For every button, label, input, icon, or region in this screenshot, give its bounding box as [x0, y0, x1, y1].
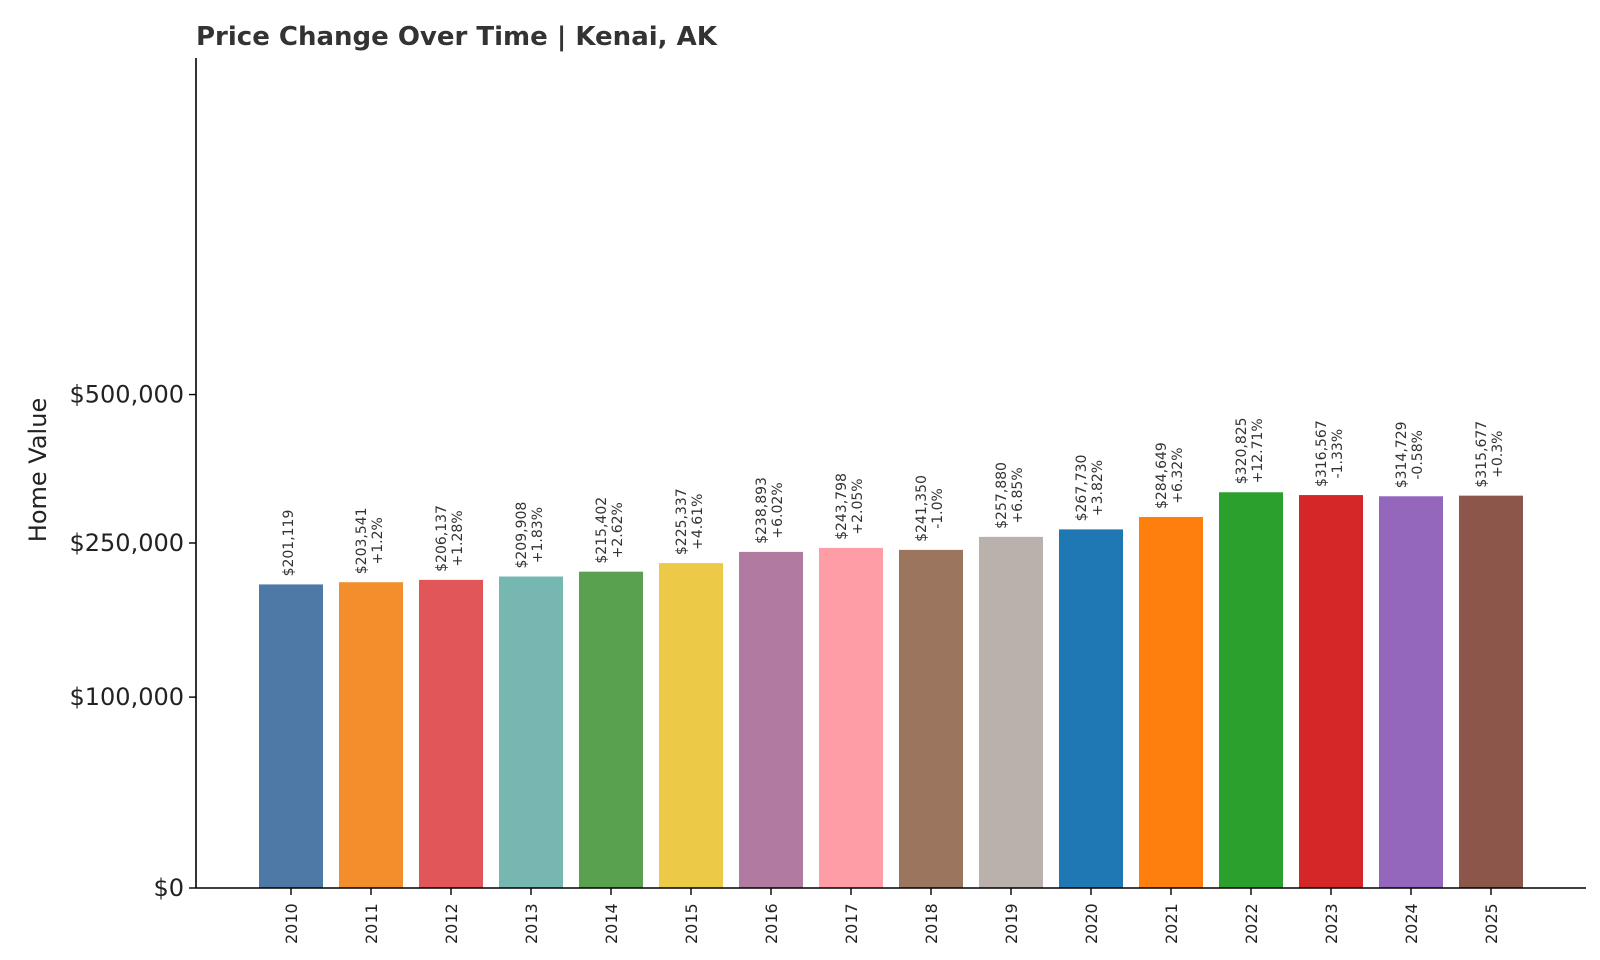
value-label: $225,337 [674, 488, 690, 555]
data-label-2019: $257,880 +6.85% [994, 462, 1026, 529]
bar-2021 [1139, 517, 1203, 888]
bar-2014 [579, 571, 643, 888]
value-label: $284,649 [1154, 442, 1170, 509]
y-tick-label: $0 [153, 874, 184, 902]
change-label: -0.58% [1410, 430, 1426, 480]
change-label: +2.62% [610, 502, 626, 558]
change-label: +3.82% [1090, 460, 1106, 516]
data-label-2014: $215,402 +2.62% [594, 497, 626, 564]
x-tick-label: 2020 [1082, 903, 1101, 944]
data-label-2021: $284,649 +6.32% [1154, 442, 1186, 509]
data-label-2010: $201,119 [281, 510, 297, 577]
value-label: $206,137 [434, 505, 450, 572]
x-tick-label: 2012 [442, 903, 461, 944]
data-label-2022: $320,825 +12.71% [1234, 417, 1266, 484]
bar-2010 [259, 584, 323, 888]
x-tick-label: 2011 [362, 903, 381, 944]
bars-group [259, 492, 1523, 888]
data-labels-group: $201,119 $203,541 +1.2% $206,137 +1.28% $209,… [281, 417, 1506, 576]
change-label: +0.3% [1490, 431, 1506, 478]
x-tick-label: 2025 [1482, 903, 1501, 944]
change-label: +6.02% [770, 482, 786, 538]
value-label: $241,350 [914, 475, 930, 542]
change-label: +6.32% [1170, 447, 1186, 503]
change-label: +1.28% [450, 510, 466, 566]
data-label-2017: $243,798 +2.05% [834, 473, 866, 540]
bar-2016 [739, 551, 803, 888]
bar-2020 [1059, 529, 1123, 888]
value-label: $243,798 [834, 473, 850, 540]
change-label: +1.83% [530, 507, 546, 563]
bar-2023 [1299, 495, 1363, 888]
x-tick-label: 2019 [1002, 903, 1021, 944]
change-label: +1.2% [370, 517, 386, 564]
data-label-2015: $225,337 +4.61% [674, 488, 706, 555]
x-tick-label: 2014 [602, 903, 621, 944]
bar-2025 [1459, 495, 1523, 888]
y-tick-label: $100,000 [69, 683, 184, 711]
change-label: +6.85% [1010, 467, 1026, 523]
value-label: $314,729 [1394, 421, 1410, 488]
data-label-2023: $316,567 -1.33% [1314, 420, 1346, 487]
data-label-2025: $315,677 +0.3% [1474, 421, 1506, 488]
change-label: +12.71% [1250, 418, 1266, 483]
data-label-2020: $267,730 +3.82% [1074, 455, 1106, 522]
value-label: $203,541 [354, 507, 370, 574]
y-tick-label: $250,000 [69, 529, 184, 557]
value-label: $215,402 [594, 497, 610, 564]
x-axis-ticks: 2010 2011 2012 2013 2014 2015 2016 2017 2018 2019… [282, 888, 1501, 944]
data-label-2012: $206,137 +1.28% [434, 505, 466, 572]
bar-2017 [819, 547, 883, 888]
bar-2011 [339, 582, 403, 888]
y-axis-label: Home Value [24, 398, 52, 542]
x-tick-label: 2010 [282, 903, 301, 944]
change-label: -1.33% [1330, 429, 1346, 479]
data-label-2018: $241,350 -1.0% [914, 475, 946, 542]
x-tick-label: 2018 [922, 903, 941, 944]
bar-2013 [499, 576, 563, 888]
value-label: $315,677 [1474, 421, 1490, 488]
x-tick-label: 2017 [842, 903, 861, 944]
data-label-2011: $203,541 +1.2% [354, 507, 386, 574]
y-tick-label: $500,000 [69, 381, 184, 409]
change-label: +4.61% [690, 494, 706, 550]
value-label: $209,908 [514, 502, 530, 569]
value-label: $267,730 [1074, 455, 1090, 522]
x-tick-label: 2021 [1162, 903, 1181, 944]
value-label: $320,825 [1234, 417, 1250, 484]
bar-2024 [1379, 496, 1443, 888]
chart-title: Price Change Over Time | Kenai, AK [196, 22, 718, 52]
bar-2012 [419, 579, 483, 888]
bar-2018 [899, 549, 963, 888]
value-label: $316,567 [1314, 420, 1330, 487]
x-tick-label: 2024 [1402, 903, 1421, 944]
bar-2019 [979, 536, 1043, 888]
x-tick-label: 2016 [762, 903, 781, 944]
x-tick-label: 2023 [1322, 903, 1341, 944]
bar-2022 [1219, 492, 1283, 888]
x-tick-label: 2013 [522, 903, 541, 944]
bar-2015 [659, 563, 723, 888]
x-tick-label: 2015 [682, 903, 701, 944]
x-tick-label: 2022 [1242, 903, 1261, 944]
y-axis-ticks: $0 $100,000 $250,000 $500,000 [69, 381, 196, 902]
value-label: $201,119 [281, 510, 297, 577]
value-label: $238,893 [754, 477, 770, 544]
data-label-2016: $238,893 +6.02% [754, 477, 786, 544]
value-label: $257,880 [994, 462, 1010, 529]
data-label-2013: $209,908 +1.83% [514, 502, 546, 569]
change-label: -1.0% [930, 488, 946, 529]
data-label-2024: $314,729 -0.58% [1394, 421, 1426, 488]
change-label: +2.05% [850, 478, 866, 534]
